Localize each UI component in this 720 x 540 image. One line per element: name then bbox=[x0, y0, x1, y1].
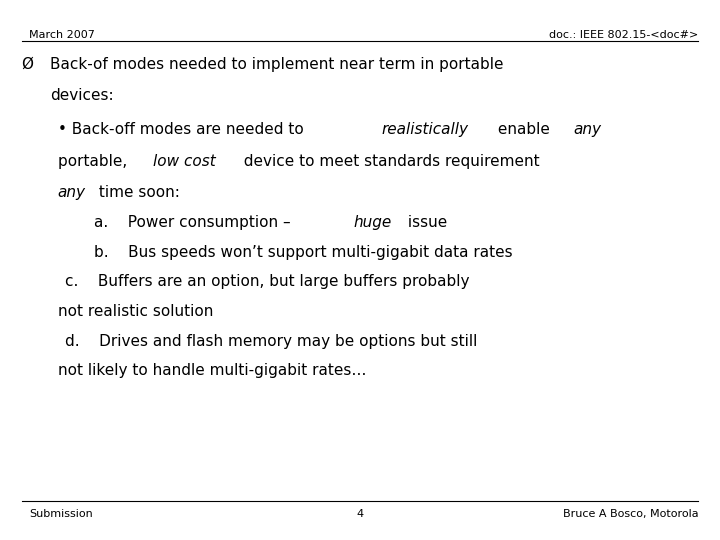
Text: Back-of modes needed to implement near term in portable: Back-of modes needed to implement near t… bbox=[50, 57, 504, 72]
Text: a.    Power consumption –: a. Power consumption – bbox=[94, 215, 295, 230]
Text: realistically: realistically bbox=[381, 123, 468, 138]
Text: Bruce A Bosco, Motorola: Bruce A Bosco, Motorola bbox=[563, 509, 698, 519]
Text: • Back-off modes are needed to: • Back-off modes are needed to bbox=[58, 123, 308, 138]
Text: device to meet standards requirement: device to meet standards requirement bbox=[234, 154, 540, 169]
Text: low cost: low cost bbox=[153, 154, 216, 169]
Text: March 2007: March 2007 bbox=[29, 30, 94, 40]
Text: any: any bbox=[58, 185, 86, 200]
Text: time soon:: time soon: bbox=[94, 185, 179, 200]
Text: 4: 4 bbox=[356, 509, 364, 519]
Text: portable,: portable, bbox=[58, 154, 132, 169]
Text: huge: huge bbox=[354, 215, 392, 230]
Text: doc.: IEEE 802.15-<doc#>: doc.: IEEE 802.15-<doc#> bbox=[549, 30, 698, 40]
Text: devices:: devices: bbox=[50, 88, 114, 103]
Text: b.    Bus speeds won’t support multi-gigabit data rates: b. Bus speeds won’t support multi-gigabi… bbox=[94, 245, 512, 260]
Text: c.    Buffers are an option, but large buffers probably: c. Buffers are an option, but large buff… bbox=[65, 274, 469, 289]
Text: Submission: Submission bbox=[29, 509, 93, 519]
Text: d.    Drives and flash memory may be options but still: d. Drives and flash memory may be option… bbox=[65, 334, 477, 349]
Text: any: any bbox=[573, 123, 601, 138]
Text: not likely to handle multi-gigabit rates…: not likely to handle multi-gigabit rates… bbox=[58, 363, 366, 379]
Text: not realistic solution: not realistic solution bbox=[58, 304, 213, 319]
Text: Ø: Ø bbox=[22, 57, 34, 72]
Text: issue: issue bbox=[403, 215, 447, 230]
Text: enable: enable bbox=[493, 123, 555, 138]
